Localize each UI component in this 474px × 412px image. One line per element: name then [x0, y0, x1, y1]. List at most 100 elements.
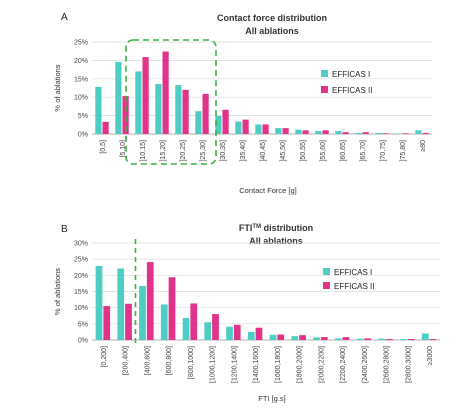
bar-efficas-i	[215, 115, 222, 134]
x-tick-label: [1800,2000]	[297, 346, 304, 383]
bar-efficas-ii	[222, 109, 229, 134]
bar-efficas-ii	[146, 262, 154, 340]
bar-efficas-ii	[182, 89, 189, 134]
bar-efficas-ii	[162, 51, 169, 134]
bar-efficas-ii	[299, 335, 306, 340]
bar-efficas-i	[400, 339, 407, 340]
panel-label: B	[61, 224, 68, 235]
x-axis-label: FTI [g.s]	[258, 394, 286, 403]
bar-efficas-ii	[102, 121, 109, 134]
bar-efficas-i	[175, 85, 182, 134]
y-tick-label: 5%	[78, 321, 88, 328]
y-tick-label: 5%	[78, 113, 88, 120]
bar-efficas-ii	[322, 130, 329, 134]
bar-efficas-ii	[422, 132, 429, 134]
legend-label: EFFICAS I	[334, 268, 372, 277]
bar-efficas-i	[135, 71, 142, 134]
bar-efficas-ii	[282, 128, 289, 134]
x-tick-label: [600,800]	[166, 346, 173, 375]
chart-subtitle: All ablations	[249, 236, 303, 246]
x-tick-label: ]70,75]	[380, 140, 387, 161]
bar-efficas-i	[315, 131, 322, 134]
bar-efficas-ii	[122, 96, 129, 134]
x-tick-label: ]55,60]	[320, 140, 327, 161]
bar-efficas-ii	[190, 303, 198, 340]
bar-efficas-i	[334, 338, 342, 340]
bar-efficas-ii	[364, 338, 372, 340]
y-tick-label: 0%	[78, 338, 88, 345]
bar-efficas-ii	[382, 133, 389, 134]
bar-efficas-i	[356, 338, 364, 340]
x-tick-label: ]25,30]	[200, 140, 207, 161]
bar-efficas-ii	[386, 339, 393, 340]
bar-efficas-i	[182, 318, 190, 340]
bar-efficas-i	[335, 131, 342, 134]
bar-efficas-ii	[202, 93, 209, 134]
bar-efficas-i	[421, 333, 429, 340]
y-tick-label: 10%	[74, 95, 88, 102]
bar-efficas-i	[226, 326, 233, 340]
bar-efficas-i	[195, 111, 202, 134]
x-tick-label: [2000,2200]	[318, 346, 325, 383]
x-tick-label: ]50,55]	[300, 140, 307, 161]
x-tick-label: [5,10]	[120, 140, 127, 158]
bar-efficas-i	[155, 83, 162, 134]
bar-efficas-i	[255, 124, 262, 134]
bar-efficas-ii	[233, 324, 241, 340]
legend-label: EFFICAS II	[332, 86, 372, 95]
legend-swatch	[323, 268, 330, 275]
bar-efficas-ii	[277, 334, 285, 340]
x-axis-label: Contact Force [g]	[239, 186, 297, 195]
y-tick-label: 30%	[74, 241, 88, 248]
bar-efficas-i	[313, 337, 320, 340]
panel-label: A	[61, 12, 68, 23]
bar-efficas-ii	[168, 277, 176, 340]
y-tick-label: 10%	[74, 305, 88, 312]
bar-efficas-ii	[125, 303, 132, 340]
bar-efficas-i	[115, 61, 122, 134]
bar-efficas-ii	[342, 337, 350, 340]
y-tick-label: 25%	[74, 257, 88, 264]
bar-efficas-i	[355, 132, 362, 134]
y-axis-label: % of ablations	[53, 64, 62, 111]
bar-efficas-i	[139, 286, 146, 340]
bar-efficas-i	[378, 338, 386, 340]
bar-efficas-i	[295, 129, 302, 134]
bar-efficas-ii	[402, 133, 409, 134]
bar-efficas-i	[235, 121, 242, 134]
legend-swatch	[321, 86, 328, 93]
x-tick-label: ≥80	[420, 140, 427, 152]
x-tick-label: ]35,40]	[240, 140, 247, 161]
bar-efficas-i	[95, 265, 103, 340]
chart-title: FTITM distribution	[239, 223, 313, 233]
legend-swatch	[321, 70, 328, 77]
x-tick-label: [1200,1400]	[231, 346, 238, 383]
bar-efficas-ii	[103, 306, 111, 340]
bar-efficas-i	[117, 268, 125, 340]
x-tick-label: ≥3000	[427, 346, 434, 366]
bar-efficas-ii	[255, 327, 263, 340]
x-tick-label: [2600,2800]	[384, 346, 391, 383]
bar-efficas-ii	[342, 132, 349, 134]
x-tick-label: [200,400]	[123, 346, 130, 375]
y-tick-label: 15%	[74, 76, 88, 83]
legend-swatch	[323, 282, 330, 289]
bar-efficas-i	[160, 304, 168, 340]
bar-efficas-i	[291, 336, 299, 340]
y-tick-label: 20%	[74, 273, 88, 280]
bar-efficas-ii	[320, 337, 328, 340]
bar-efficas-ii	[262, 124, 269, 134]
bar-efficas-i	[375, 132, 382, 134]
bar-efficas-ii	[429, 339, 437, 340]
y-tick-label: 0%	[78, 132, 88, 139]
x-tick-label: ]65,70]	[360, 140, 367, 161]
x-tick-label: [0,5]	[100, 140, 107, 154]
x-tick-label: ]20,25]	[180, 140, 187, 161]
bar-efficas-i	[415, 130, 422, 134]
chart-subtitle: All ablations	[245, 26, 299, 36]
legend-label: EFFICAS II	[334, 282, 374, 291]
chart-panel-a: A Contact force distribution All ablations…	[53, 12, 432, 195]
x-tick-label: [1600,1800]	[275, 346, 282, 383]
